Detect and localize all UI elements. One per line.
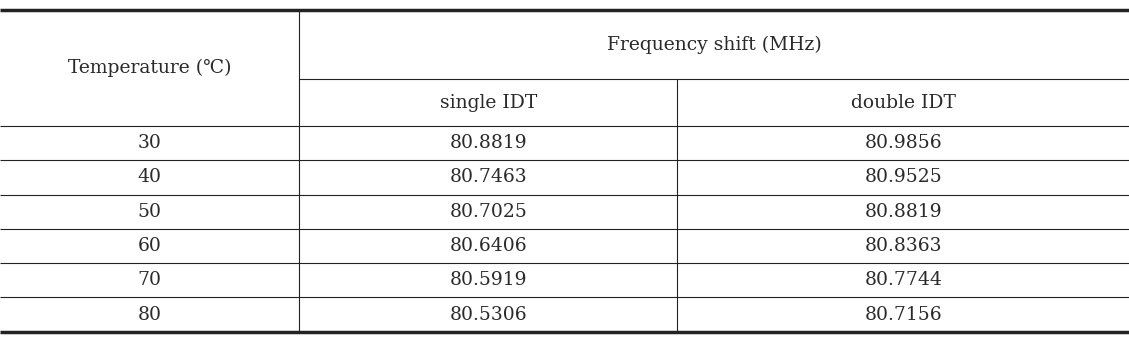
Text: 80.7463: 80.7463 [449,168,527,186]
Text: 50: 50 [138,203,161,221]
Text: 80.5306: 80.5306 [449,306,527,324]
Text: 80.5919: 80.5919 [449,271,527,289]
Text: 80: 80 [138,306,161,324]
Text: double IDT: double IDT [851,94,955,112]
Text: 80.8819: 80.8819 [449,134,527,152]
Text: 80.8819: 80.8819 [865,203,942,221]
Text: 80.8363: 80.8363 [865,237,942,255]
Text: 60: 60 [138,237,161,255]
Text: 30: 30 [138,134,161,152]
Text: 80.7744: 80.7744 [865,271,942,289]
Text: 40: 40 [138,168,161,186]
Text: 70: 70 [138,271,161,289]
Text: Frequency shift (MHz): Frequency shift (MHz) [606,36,822,54]
Text: Temperature (℃): Temperature (℃) [68,59,231,77]
Text: 80.9856: 80.9856 [865,134,942,152]
Text: 80.6406: 80.6406 [449,237,527,255]
Text: 80.7156: 80.7156 [865,306,942,324]
Text: single IDT: single IDT [439,94,537,112]
Text: 80.9525: 80.9525 [865,168,942,186]
Text: 80.7025: 80.7025 [449,203,527,221]
